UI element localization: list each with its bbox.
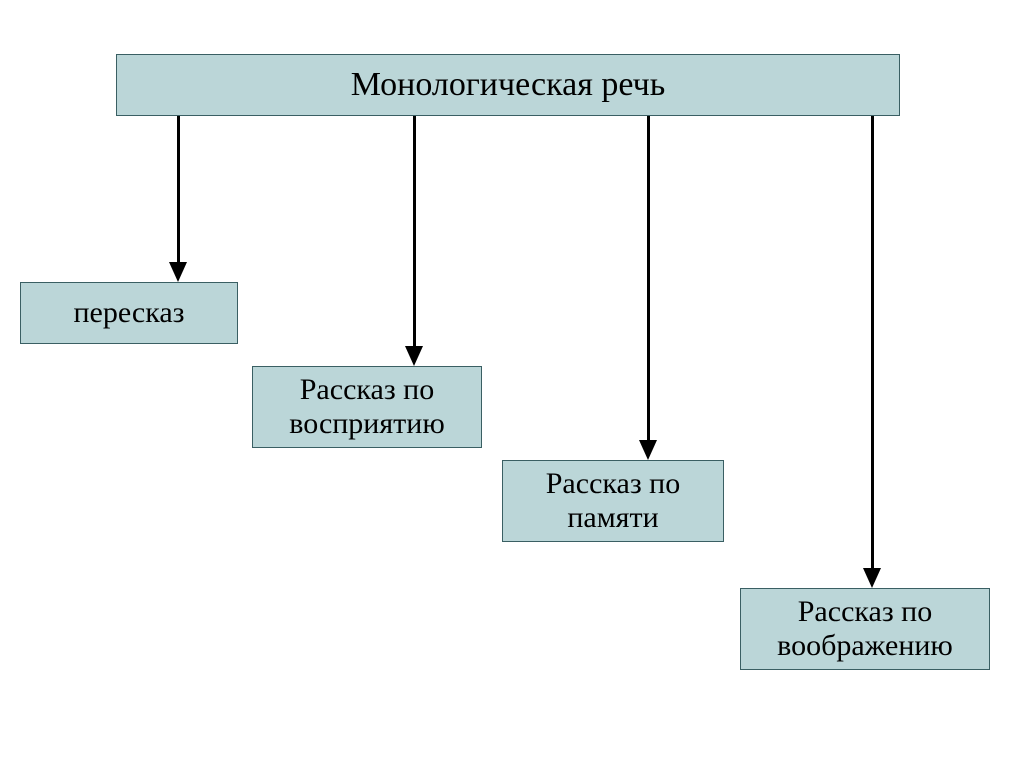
child-label-retell: пересказ xyxy=(73,296,184,331)
child-node-imagination: Рассказ по воображению xyxy=(740,588,990,670)
arrow-head-memory xyxy=(639,440,657,460)
child-node-memory: Рассказ по памяти xyxy=(502,460,724,542)
arrow-head-retell xyxy=(169,262,187,282)
arrow-head-imagination xyxy=(863,568,881,588)
arrow-head-perception xyxy=(405,346,423,366)
child-node-perception: Рассказ по восприятию xyxy=(252,366,482,448)
arrow-line-retell xyxy=(177,116,180,264)
arrow-line-perception xyxy=(413,116,416,348)
child-node-retell: пересказ xyxy=(20,282,238,344)
child-label-perception: Рассказ по восприятию xyxy=(259,373,475,442)
root-node: Монологическая речь xyxy=(116,54,900,116)
child-label-imagination: Рассказ по воображению xyxy=(747,595,983,664)
root-label: Монологическая речь xyxy=(351,65,665,104)
child-label-memory: Рассказ по памяти xyxy=(509,467,717,536)
arrow-line-imagination xyxy=(871,116,874,570)
arrow-line-memory xyxy=(647,116,650,442)
